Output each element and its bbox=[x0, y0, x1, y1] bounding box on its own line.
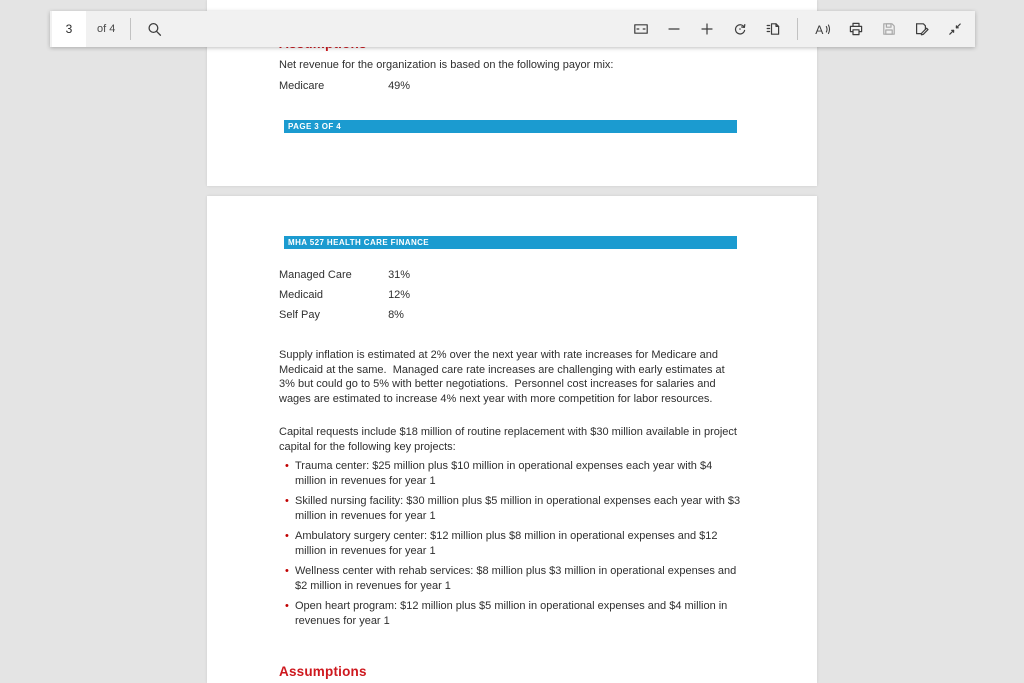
payor-row: Medicare 49% bbox=[279, 79, 410, 94]
read-aloud-button[interactable]: A bbox=[812, 15, 833, 43]
list-item-text: Ambulatory surgery center: $12 million p… bbox=[295, 530, 718, 557]
list-item-text: Open heart program: $12 million plus $5 … bbox=[295, 600, 728, 627]
save-icon bbox=[881, 21, 897, 37]
payor-value: 31% bbox=[388, 269, 411, 281]
search-button[interactable] bbox=[144, 15, 165, 43]
svg-text:A: A bbox=[815, 22, 824, 36]
page-count-label: of 4 bbox=[97, 23, 116, 35]
fit-to-page-icon bbox=[633, 21, 649, 37]
save-as-icon bbox=[914, 21, 930, 37]
save-as-button[interactable] bbox=[911, 15, 932, 43]
print-icon bbox=[848, 21, 864, 37]
bullet-icon: • bbox=[285, 460, 289, 472]
page-header-banner: MHA 527 HEALTH CARE FINANCE bbox=[284, 236, 737, 249]
rotate-icon bbox=[732, 21, 748, 37]
bullet-icon: • bbox=[285, 565, 289, 577]
list-item: • Trauma center: $25 million plus $10 mi… bbox=[285, 459, 741, 488]
read-aloud-icon: A bbox=[814, 21, 831, 38]
bullet-icon: • bbox=[285, 530, 289, 542]
paragraph-capital-requests: Capital requests include $18 million of … bbox=[279, 426, 741, 453]
zoom-out-icon bbox=[666, 21, 682, 37]
page-number-input[interactable] bbox=[52, 11, 86, 47]
zoom-in-button[interactable] bbox=[696, 15, 717, 43]
payor-label: Managed Care bbox=[279, 269, 352, 281]
payor-row: Self Pay 8% bbox=[279, 308, 404, 323]
list-item: • Skilled nursing facility: $30 million … bbox=[285, 494, 741, 523]
payor-value: 12% bbox=[388, 289, 411, 301]
zoom-in-icon bbox=[699, 21, 715, 37]
list-item-text: Wellness center with rehab services: $8 … bbox=[295, 565, 737, 592]
save-button[interactable] bbox=[878, 15, 899, 43]
list-item: • Ambulatory surgery center: $12 million… bbox=[285, 529, 741, 558]
toolbar-right-group: A bbox=[630, 15, 975, 43]
list-item-text: Skilled nursing facility: $30 million pl… bbox=[295, 495, 741, 522]
toolbar-divider bbox=[130, 18, 132, 40]
payor-row: Managed Care 31% bbox=[279, 268, 410, 283]
print-button[interactable] bbox=[845, 15, 866, 43]
fit-to-page-button[interactable] bbox=[630, 15, 651, 43]
payor-mix-intro-text: Net revenue for the organization is base… bbox=[279, 59, 614, 71]
zoom-out-button[interactable] bbox=[663, 15, 684, 43]
bullet-icon: • bbox=[285, 495, 289, 507]
rotate-button[interactable] bbox=[729, 15, 750, 43]
page-view-icon bbox=[765, 21, 781, 37]
pdf-page-4: MHA 527 HEALTH CARE FINANCE Managed Care… bbox=[207, 196, 817, 683]
key-projects-list: • Trauma center: $25 million plus $10 mi… bbox=[285, 459, 741, 634]
bullet-icon: • bbox=[285, 600, 289, 612]
payor-label: Medicaid bbox=[279, 289, 324, 301]
page-view-button[interactable] bbox=[762, 15, 783, 43]
collapse-toolbar-icon bbox=[947, 21, 963, 37]
payor-label: Self Pay bbox=[279, 309, 320, 321]
payor-row: Medicaid 12% bbox=[279, 288, 410, 303]
paragraph-supply-inflation: Supply inflation is estimated at 2% over… bbox=[279, 349, 728, 405]
payor-label: Medicare bbox=[279, 80, 325, 92]
section-heading-assumptions: Assumptions bbox=[279, 664, 367, 679]
collapse-toolbar-button[interactable] bbox=[944, 15, 965, 43]
page-footer-banner: PAGE 3 OF 4 bbox=[284, 120, 737, 133]
pdf-toolbar: of 4 bbox=[50, 11, 975, 47]
payor-value: 49% bbox=[388, 80, 411, 92]
list-item: • Open heart program: $12 million plus $… bbox=[285, 599, 741, 628]
list-item-text: Trauma center: $25 million plus $10 mill… bbox=[295, 460, 713, 487]
search-icon bbox=[146, 21, 163, 38]
payor-value: 8% bbox=[388, 309, 404, 321]
list-item: • Wellness center with rehab services: $… bbox=[285, 564, 741, 593]
toolbar-divider bbox=[797, 18, 798, 40]
